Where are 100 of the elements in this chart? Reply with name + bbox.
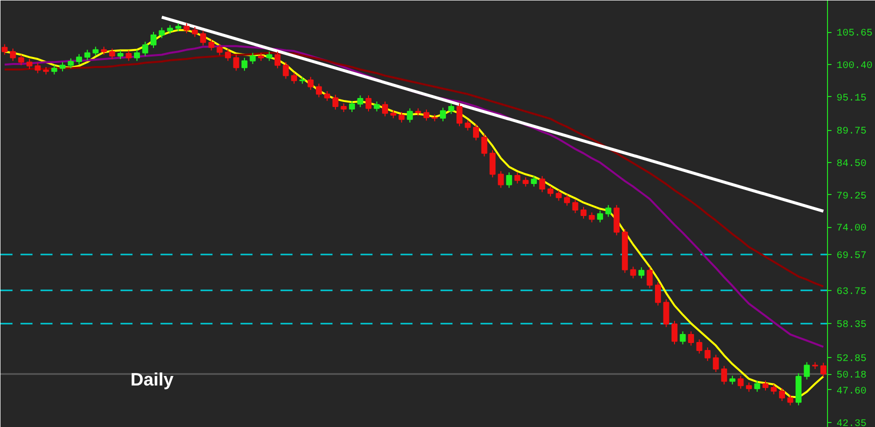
candlestick xyxy=(746,382,752,392)
candlestick xyxy=(200,30,206,46)
candlestick xyxy=(663,298,670,328)
candlestick xyxy=(316,83,322,98)
candlestick xyxy=(456,102,462,127)
candlestick xyxy=(481,134,488,157)
candlestick xyxy=(241,57,248,72)
candlestick xyxy=(184,22,190,34)
candlestick xyxy=(142,41,148,56)
candlestick xyxy=(10,48,16,62)
candlestick xyxy=(464,120,471,132)
candlestick xyxy=(76,54,82,66)
candlestick xyxy=(134,49,140,62)
candlestick xyxy=(738,375,744,390)
candlestick xyxy=(779,388,785,402)
candlestick xyxy=(324,90,330,102)
candlestick xyxy=(712,354,719,373)
y-tick-label: 79.25 xyxy=(836,191,867,202)
candlestick xyxy=(597,210,604,223)
candlestick xyxy=(357,94,364,108)
y-tick-label: 74.00 xyxy=(836,224,867,235)
candlestick xyxy=(440,107,446,122)
candlestick xyxy=(18,54,24,66)
candlestick xyxy=(646,266,653,289)
y-tick-label: 47.60 xyxy=(836,386,867,398)
candlestick xyxy=(192,26,198,38)
candlestick xyxy=(630,266,636,279)
candlestick xyxy=(804,362,810,380)
candlestick xyxy=(224,48,231,62)
candlestick xyxy=(34,62,41,74)
ref-line-label: 50.18 xyxy=(836,370,867,382)
candlestick xyxy=(423,109,430,122)
candlestick xyxy=(522,176,529,188)
candlestick xyxy=(770,384,777,395)
y-tick-label: 42.35 xyxy=(836,418,867,427)
candlestick xyxy=(605,204,612,218)
candlestick xyxy=(233,54,240,72)
candlestick xyxy=(60,62,66,72)
candlestick xyxy=(250,52,256,64)
candlestick xyxy=(572,199,578,214)
candlestick xyxy=(638,266,644,279)
candlestick xyxy=(787,394,794,406)
y-tick-label: 84.50 xyxy=(836,159,867,170)
candlestick xyxy=(150,31,156,48)
candlestick xyxy=(398,112,405,123)
candlestick xyxy=(680,330,686,345)
candlestick xyxy=(547,185,554,197)
candlestick xyxy=(382,101,388,117)
candlestick xyxy=(348,100,355,113)
candlestick xyxy=(654,282,661,306)
candlestick xyxy=(556,190,562,202)
candlestick xyxy=(208,38,214,51)
candlestick xyxy=(332,94,338,110)
candlestick xyxy=(498,170,504,188)
candlestick xyxy=(282,62,289,80)
candlestick xyxy=(506,172,512,188)
candlestick xyxy=(2,44,8,56)
candlestick xyxy=(672,320,678,345)
candlestick xyxy=(688,330,694,346)
candlestick xyxy=(696,338,702,354)
candlestick xyxy=(588,212,595,223)
candlestick xyxy=(109,48,116,60)
y-tick-label: 105.65 xyxy=(836,28,873,40)
candlestick xyxy=(820,362,826,378)
candlestick xyxy=(530,176,537,188)
line-series xyxy=(4,52,824,288)
candlestick xyxy=(448,102,454,114)
ref-line-label: 58.35 xyxy=(836,320,867,332)
y-tick-label: 52.85 xyxy=(836,354,867,366)
ref-line-label: 63.75 xyxy=(836,286,867,298)
candlestick xyxy=(762,380,768,392)
candlestick xyxy=(406,108,413,123)
ref-line-label: 69.57 xyxy=(836,251,867,262)
candlestick xyxy=(126,50,132,62)
y-tick-label: 100.40 xyxy=(836,61,873,72)
candlestick xyxy=(490,150,496,178)
candlestick xyxy=(291,72,298,84)
y-tick-label: 89.75 xyxy=(836,126,867,138)
candlestick xyxy=(754,380,760,392)
candlestick xyxy=(514,172,520,184)
candlestick xyxy=(26,58,32,70)
annotation: Daily xyxy=(130,370,174,390)
candlestick xyxy=(539,176,546,193)
candlestick xyxy=(92,46,99,56)
candlestick xyxy=(274,51,281,69)
candlestick xyxy=(580,206,587,220)
candlestick xyxy=(308,76,314,90)
candlestick xyxy=(564,194,570,206)
candlestick xyxy=(51,64,58,75)
candlestick xyxy=(158,27,165,39)
candlestick xyxy=(84,49,90,61)
y-tick-label: 95.15 xyxy=(836,93,867,104)
candlestick xyxy=(266,51,272,62)
candlestick xyxy=(68,58,74,69)
candlestick xyxy=(374,101,380,112)
candlestick xyxy=(216,44,223,56)
candlestick xyxy=(704,346,711,362)
candlestick xyxy=(721,365,728,385)
candlestick xyxy=(366,94,372,112)
candlestick xyxy=(473,124,480,141)
